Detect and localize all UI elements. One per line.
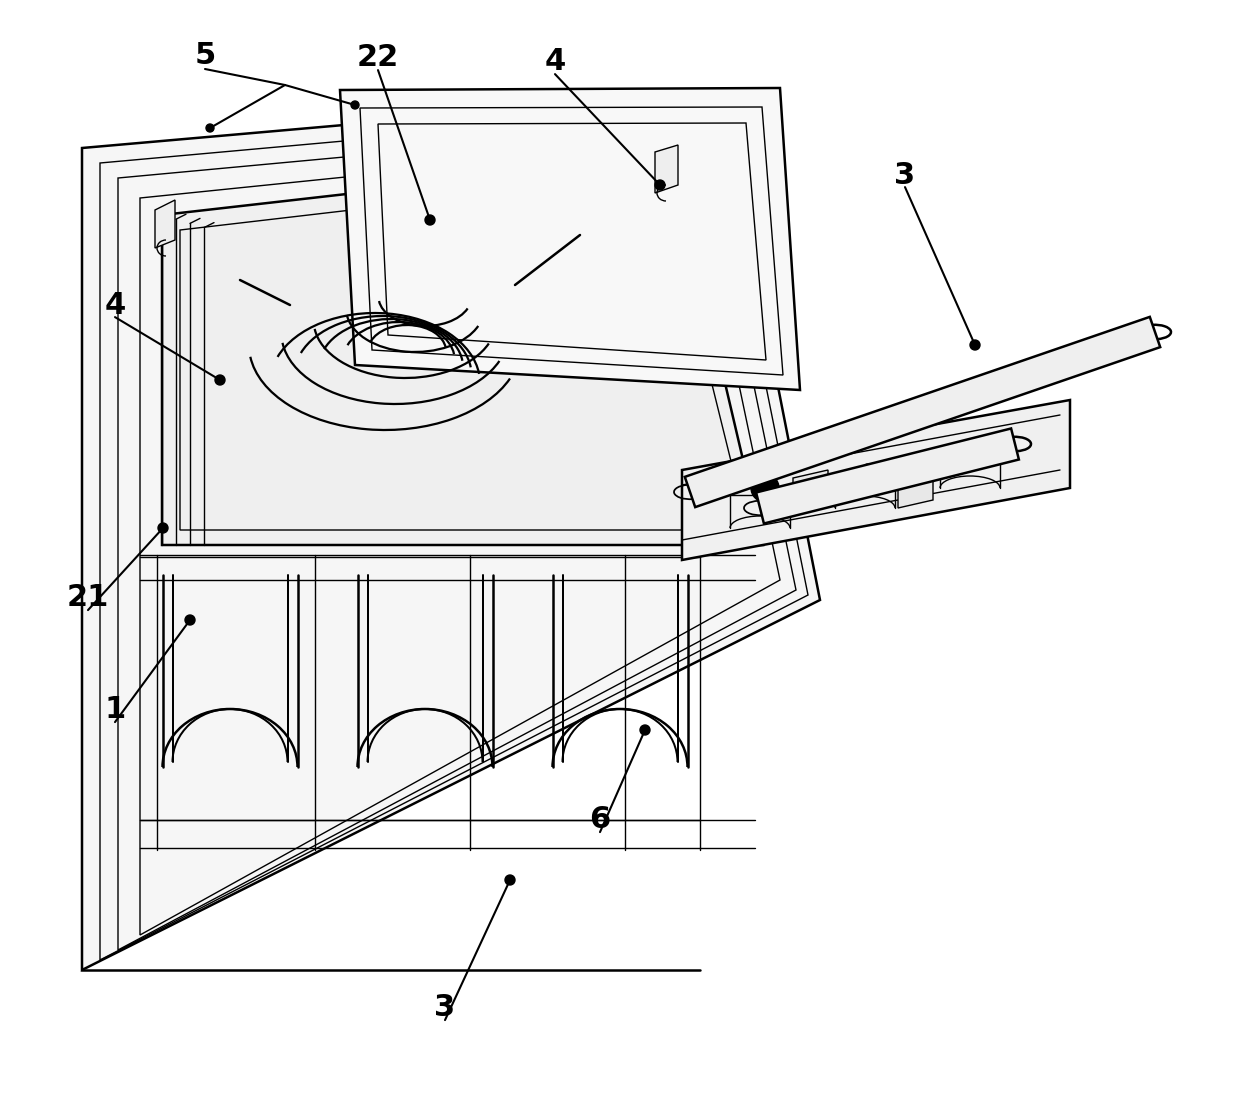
Circle shape — [970, 340, 980, 350]
Circle shape — [505, 875, 515, 885]
Circle shape — [215, 375, 224, 385]
Text: 4: 4 — [104, 291, 125, 319]
Circle shape — [655, 181, 665, 190]
Polygon shape — [794, 470, 828, 508]
Circle shape — [206, 124, 215, 132]
Polygon shape — [340, 88, 800, 389]
Circle shape — [862, 464, 874, 476]
Polygon shape — [82, 92, 820, 970]
Text: 6: 6 — [589, 805, 610, 835]
Text: 21: 21 — [67, 583, 109, 613]
Text: 3: 3 — [434, 993, 455, 1023]
Polygon shape — [756, 429, 1019, 524]
Circle shape — [751, 474, 779, 502]
Text: 1: 1 — [104, 696, 125, 724]
Text: 3: 3 — [894, 161, 915, 189]
Circle shape — [425, 216, 435, 225]
Polygon shape — [180, 174, 748, 529]
Polygon shape — [898, 470, 932, 508]
Circle shape — [157, 523, 167, 533]
Text: 4: 4 — [544, 47, 565, 77]
Polygon shape — [684, 317, 1161, 508]
Polygon shape — [655, 146, 678, 193]
Polygon shape — [155, 200, 175, 248]
Text: 5: 5 — [195, 40, 216, 70]
Text: 22: 22 — [357, 44, 399, 72]
Circle shape — [185, 615, 195, 625]
Circle shape — [351, 101, 360, 109]
Circle shape — [640, 725, 650, 735]
Polygon shape — [682, 400, 1070, 560]
Polygon shape — [162, 158, 763, 545]
